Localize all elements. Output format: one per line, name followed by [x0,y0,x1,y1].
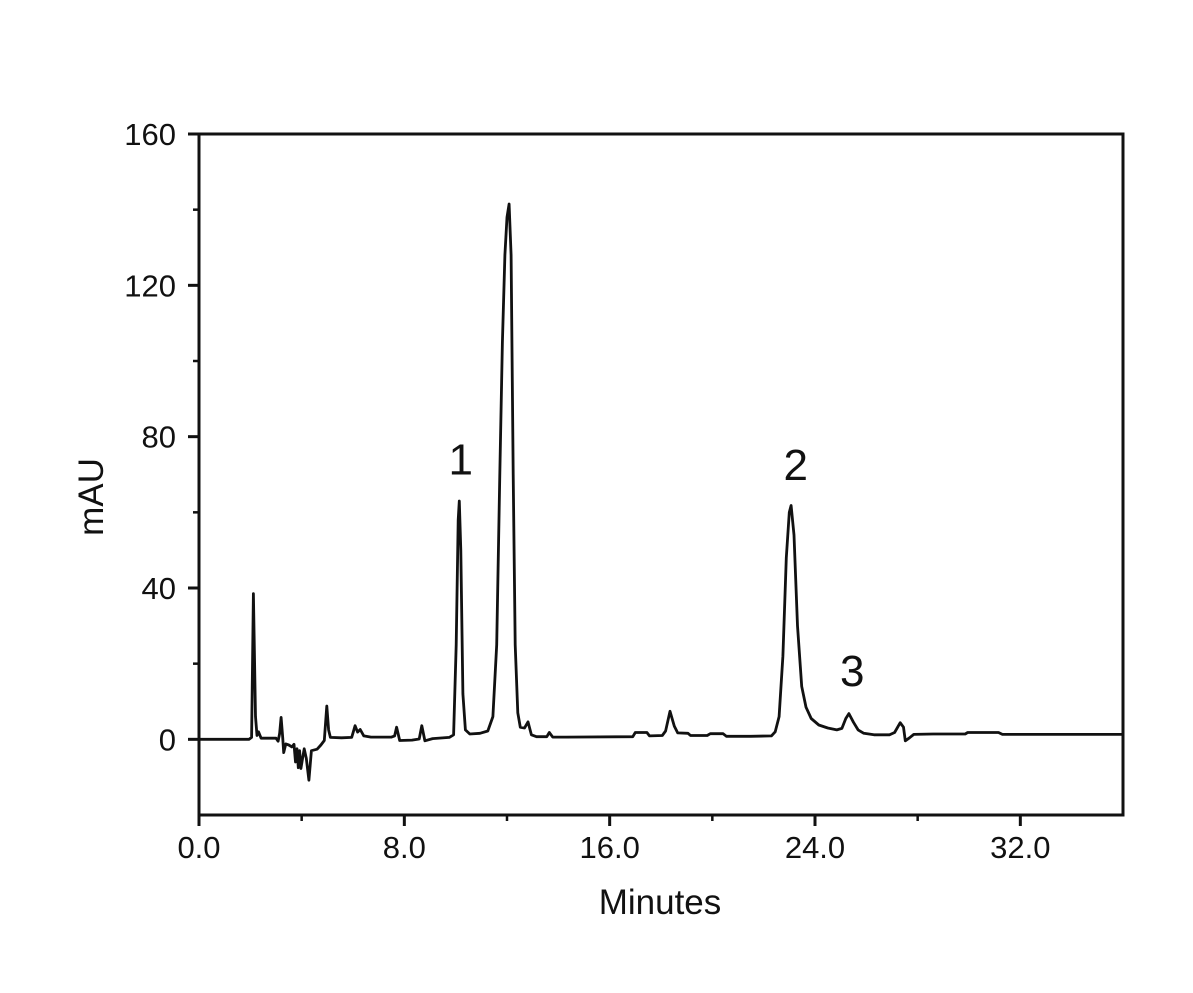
x-tick-label: 24.0 [785,830,845,865]
y-tick-label: 160 [124,117,176,152]
y-tick-label: 80 [142,420,176,455]
y-tick-label: 40 [142,571,176,606]
plot-border [197,132,1125,817]
x-tick-label: 0.0 [177,830,220,865]
x-tick-label: 8.0 [383,830,426,865]
y-axis-title: mAU [72,458,111,536]
x-tick-label: 32.0 [990,830,1050,865]
chromatogram-trace [197,202,1125,782]
x-axis-title: Minutes [598,883,722,922]
peak-label-1: 1 [449,435,473,484]
y-tick-label: 120 [124,268,176,303]
peak-label-3: 3 [840,647,864,696]
peak-label-2: 2 [784,441,808,490]
x-tick-label: 16.0 [579,830,639,865]
y-tick-label: 0 [159,722,176,757]
